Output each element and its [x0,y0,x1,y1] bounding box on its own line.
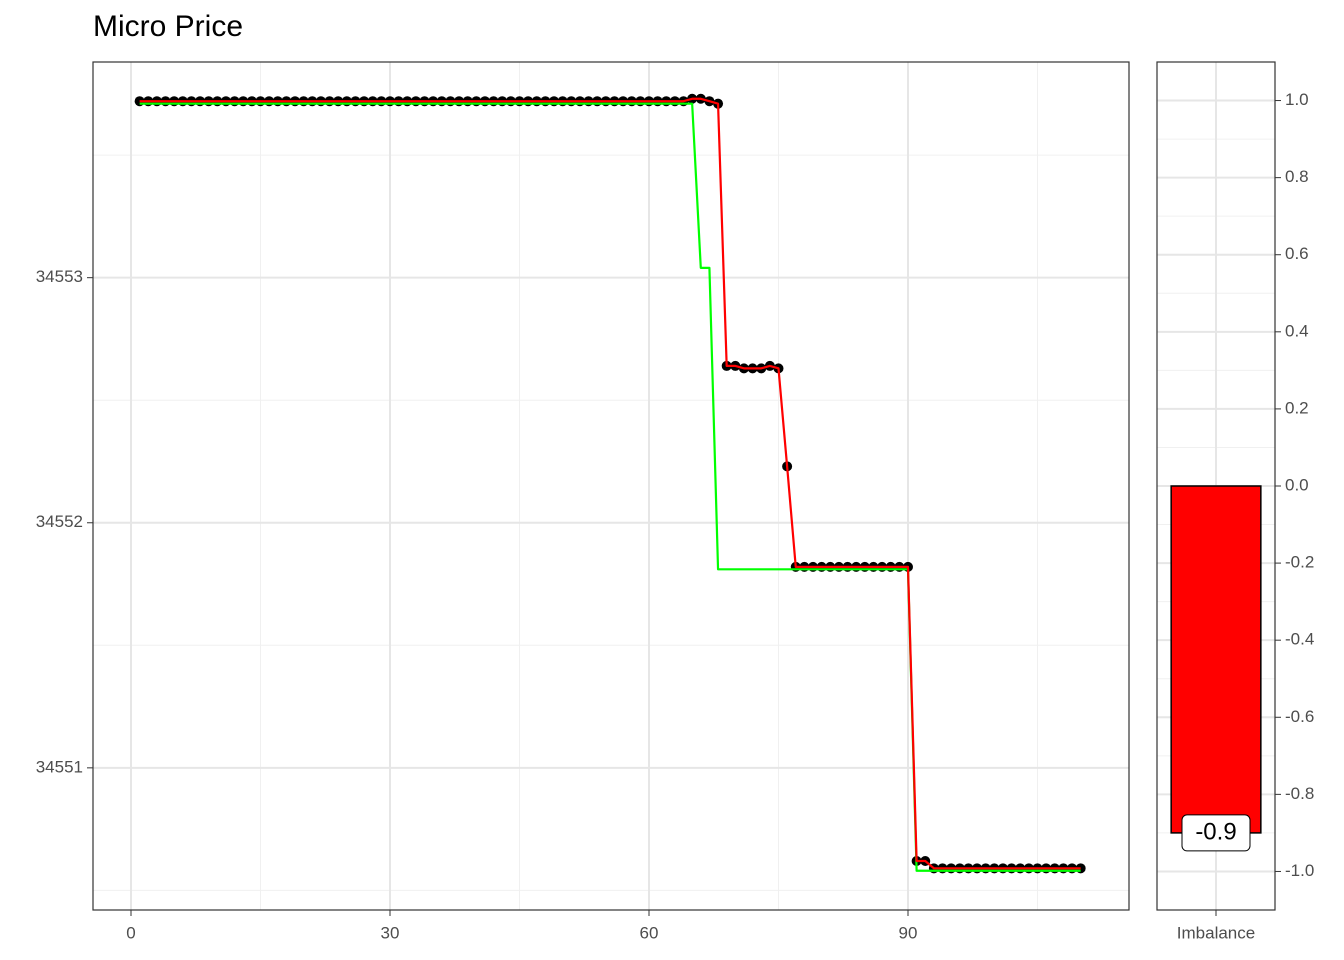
x-tick-label: 90 [899,923,918,942]
y-tick-label: -0.2 [1285,553,1314,572]
y-tick-label: 1.0 [1285,90,1309,109]
series-line [139,97,1081,870]
y-tick-label: -0.8 [1285,784,1314,803]
value-label-box [1181,814,1251,852]
x-tick-label: Imbalance [1177,923,1255,942]
x-tick-label: 30 [381,923,400,942]
x-tick-label: 0 [126,923,135,942]
y-tick-label: 0.0 [1285,475,1309,494]
y-tick-label: 34551 [36,757,83,776]
y-tick-label: -1.0 [1285,861,1314,880]
plot-border [1156,61,1276,911]
y-tick-label: 0.4 [1285,321,1309,340]
plot-background [93,62,1129,910]
chart-title: Micro Price [93,10,243,43]
series-line [139,102,1081,872]
y-tick-label: 34553 [36,267,83,286]
y-tick-label: 0.8 [1285,167,1309,186]
plot-border [92,61,1130,911]
value-label: -0.9 [1181,814,1251,852]
value-label-text: -0.9 [1195,818,1236,845]
x-tick-label: 60 [640,923,659,942]
bar [1170,485,1262,834]
y-tick-label: 0.6 [1285,244,1309,263]
y-tick-label: -0.4 [1285,630,1314,649]
y-tick-label: 0.2 [1285,398,1309,417]
y-tick-label: 34552 [36,512,83,531]
y-tick-label: -0.6 [1285,707,1314,726]
